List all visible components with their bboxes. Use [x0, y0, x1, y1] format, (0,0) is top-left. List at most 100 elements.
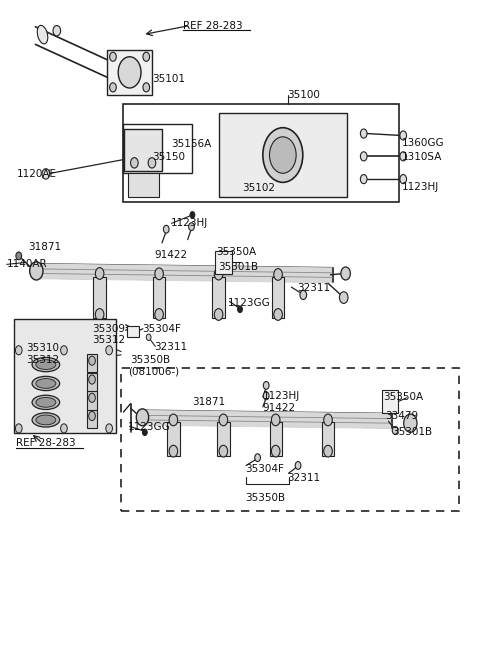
Circle shape	[143, 52, 150, 62]
Text: (081006-): (081006-)	[128, 366, 180, 376]
Bar	[124, 129, 162, 172]
Text: REF 28-283: REF 28-283	[183, 20, 242, 31]
Bar	[167, 422, 180, 456]
Circle shape	[190, 212, 195, 218]
Text: 31871: 31871	[28, 242, 61, 252]
Ellipse shape	[36, 415, 56, 425]
Text: 35100: 35100	[288, 90, 321, 100]
Circle shape	[96, 309, 104, 320]
Circle shape	[15, 424, 22, 433]
Bar	[87, 409, 97, 428]
Circle shape	[109, 52, 116, 62]
Text: 35350A: 35350A	[383, 392, 423, 402]
Bar	[218, 113, 347, 197]
Circle shape	[274, 309, 282, 320]
Text: 32311: 32311	[288, 474, 321, 483]
Text: 35350B: 35350B	[245, 493, 285, 503]
Bar	[123, 104, 399, 202]
Circle shape	[60, 424, 67, 433]
Circle shape	[30, 262, 43, 280]
Text: 1123HJ: 1123HJ	[171, 218, 208, 229]
Text: 31871: 31871	[192, 398, 226, 407]
Circle shape	[324, 445, 332, 457]
Circle shape	[214, 309, 223, 320]
Text: 35304F: 35304F	[245, 464, 284, 474]
Ellipse shape	[32, 395, 60, 409]
Text: 35312: 35312	[93, 335, 126, 345]
Circle shape	[400, 131, 407, 140]
Ellipse shape	[36, 360, 56, 369]
Circle shape	[238, 306, 242, 312]
Circle shape	[400, 174, 407, 183]
Ellipse shape	[37, 26, 48, 44]
Ellipse shape	[36, 398, 56, 407]
Circle shape	[360, 129, 367, 138]
Circle shape	[255, 454, 261, 462]
Bar	[107, 50, 152, 94]
Text: REF 28-283: REF 28-283	[16, 438, 76, 449]
Circle shape	[360, 152, 367, 161]
Text: 91422: 91422	[155, 250, 188, 259]
Text: 1123HJ: 1123HJ	[402, 182, 439, 192]
Circle shape	[274, 269, 282, 280]
Text: 35350A: 35350A	[216, 247, 256, 257]
Circle shape	[339, 291, 348, 303]
Circle shape	[131, 158, 138, 168]
Circle shape	[16, 252, 22, 260]
Circle shape	[146, 334, 151, 341]
Circle shape	[118, 57, 141, 88]
Circle shape	[109, 83, 116, 92]
Text: 35310: 35310	[26, 343, 59, 353]
Circle shape	[404, 414, 417, 432]
Circle shape	[264, 381, 269, 389]
Circle shape	[264, 392, 269, 400]
Circle shape	[106, 424, 112, 433]
Bar	[94, 277, 106, 318]
Text: 35301B: 35301B	[392, 426, 432, 437]
Bar	[14, 319, 116, 433]
Bar	[213, 277, 225, 318]
Circle shape	[169, 414, 178, 426]
Bar	[127, 326, 139, 337]
Circle shape	[271, 445, 280, 457]
Circle shape	[96, 268, 104, 279]
Text: 35101: 35101	[152, 74, 185, 84]
Bar	[87, 354, 97, 373]
Text: 35102: 35102	[242, 183, 276, 193]
Text: 1140AR: 1140AR	[7, 259, 48, 269]
Circle shape	[89, 393, 96, 402]
Text: 35156A: 35156A	[171, 139, 211, 149]
Circle shape	[60, 346, 67, 355]
Circle shape	[219, 445, 228, 457]
Circle shape	[392, 426, 398, 434]
Ellipse shape	[32, 358, 60, 372]
Bar	[153, 277, 165, 318]
Circle shape	[300, 290, 307, 299]
Text: 1360GG: 1360GG	[402, 138, 444, 147]
Bar	[322, 422, 334, 456]
Circle shape	[155, 268, 163, 280]
Circle shape	[89, 411, 96, 421]
Circle shape	[169, 445, 178, 457]
Circle shape	[89, 375, 96, 384]
Circle shape	[53, 26, 60, 36]
Circle shape	[42, 169, 49, 179]
Bar	[269, 422, 282, 456]
Text: 32311: 32311	[155, 342, 188, 352]
Ellipse shape	[36, 379, 56, 388]
Bar	[87, 373, 97, 391]
Bar	[87, 391, 97, 409]
Circle shape	[143, 83, 150, 92]
Circle shape	[15, 346, 22, 355]
Text: 1310SA: 1310SA	[402, 152, 442, 162]
Circle shape	[219, 414, 228, 426]
Circle shape	[155, 309, 163, 320]
Text: 35350B: 35350B	[131, 355, 171, 365]
Circle shape	[324, 414, 332, 426]
Bar	[272, 277, 284, 318]
Text: 33479: 33479	[385, 411, 418, 421]
Circle shape	[89, 356, 96, 365]
Text: 32311: 32311	[297, 284, 330, 293]
Bar	[123, 124, 192, 173]
Circle shape	[269, 137, 296, 174]
